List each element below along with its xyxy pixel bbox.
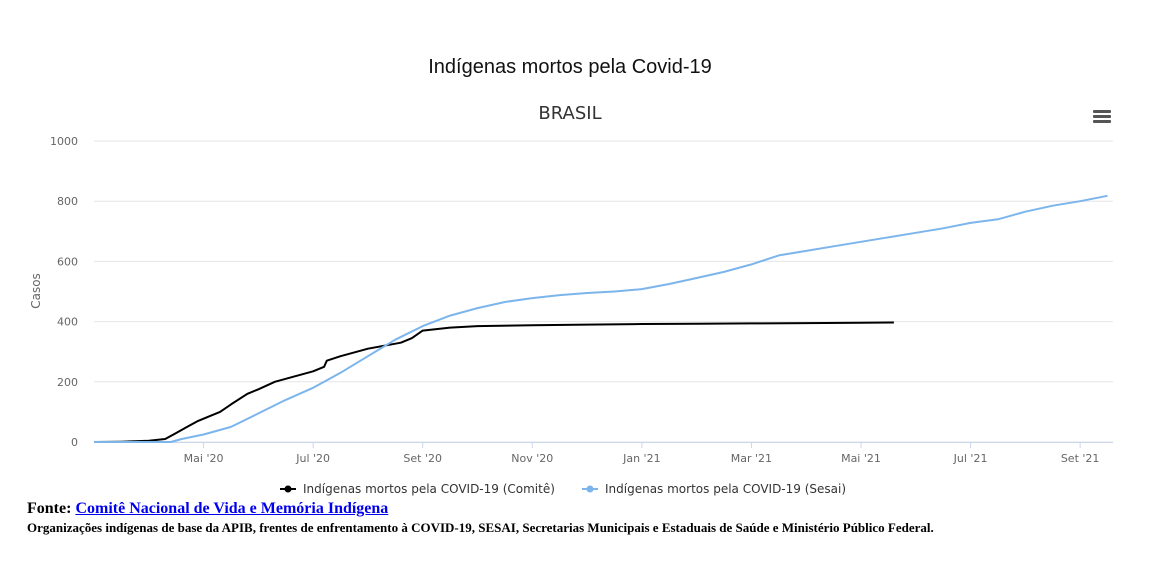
x-tick-label: Nov '20 <box>511 452 553 465</box>
source-label: Fonte: <box>27 500 72 517</box>
legend-item-2[interactable]: Indígenas mortos pela COVID-19 (Sesai) <box>582 482 846 496</box>
y-tick-label: 1000 <box>50 135 78 148</box>
x-tick-label: Mar '21 <box>731 452 772 465</box>
y-tick-label: 600 <box>57 255 78 268</box>
legend[interactable]: Indígenas mortos pela COVID-19 (Comitê) I… <box>280 482 846 496</box>
x-tick-label: Jan '21 <box>622 452 660 465</box>
source-link[interactable]: Comitê Nacional de Vida e Memória Indíge… <box>75 500 389 517</box>
source-note: Organizações indígenas de base da APIB, … <box>27 520 934 535</box>
legend-label: Indígenas mortos pela COVID-19 (Sesai) <box>605 482 846 496</box>
x-tick-label: Set '21 <box>1061 452 1100 465</box>
y-tick-label: 200 <box>57 376 78 389</box>
chart-menu-button[interactable] <box>1092 108 1112 126</box>
menu-icon-bar <box>1093 115 1111 118</box>
legend-symbol-marker <box>284 485 292 493</box>
x-tick-label: Mai '20 <box>184 452 224 465</box>
page-title: Indígenas mortos pela Covid-19 <box>428 56 712 78</box>
chart: BRASIL 0 200 400 600 800 1000 Mai '20 Jul '20 S… <box>29 103 1113 496</box>
chart-title: BRASIL <box>538 103 601 124</box>
series-line-2 <box>94 194 1108 443</box>
x-tick-label: Mai '21 <box>841 452 881 465</box>
series-line-1 <box>93 321 894 443</box>
y-tick-label: 400 <box>57 316 78 329</box>
menu-icon-bar <box>1093 110 1111 113</box>
series-lines <box>93 194 1108 443</box>
x-tick-label: Set '20 <box>403 452 442 465</box>
y-tick-label: 0 <box>71 436 78 449</box>
source-line: Fonte: Comitê Nacional de Vida e Memória… <box>27 500 934 518</box>
y-tick-labels: 0 200 400 600 800 1000 <box>50 135 78 449</box>
legend-label: Indígenas mortos pela COVID-19 (Comitê) <box>303 482 555 496</box>
source-block: Fonte: Comitê Nacional de Vida e Memória… <box>27 500 934 536</box>
legend-symbol-marker <box>586 485 594 493</box>
x-tick-label: Jul '20 <box>295 452 330 465</box>
y-axis-title: Casos <box>29 273 43 309</box>
menu-icon-bar <box>1093 120 1111 123</box>
x-tick-label: Jul '21 <box>953 452 988 465</box>
x-tick-labels: Mai '20 Jul '20 Set '20 Nov '20 Jan '21 Mar '… <box>94 442 1113 465</box>
y-tick-label: 800 <box>57 195 78 208</box>
legend-item-1[interactable]: Indígenas mortos pela COVID-19 (Comitê) <box>280 482 555 496</box>
